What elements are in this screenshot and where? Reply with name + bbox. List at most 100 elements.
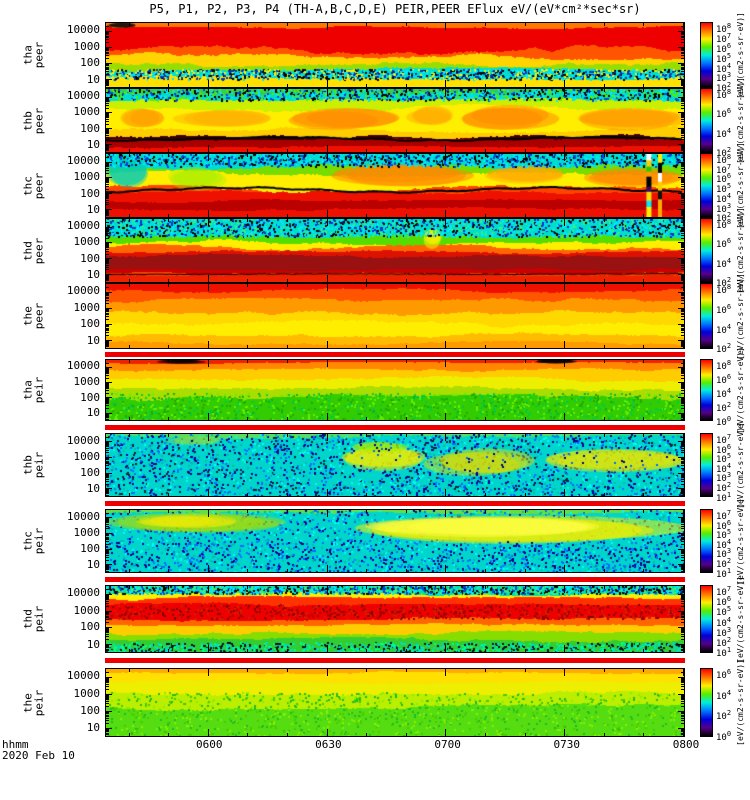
y-tick-label: 10 xyxy=(0,722,100,734)
y-tick-label: 10000 xyxy=(0,90,100,102)
colorbar-tick-label: 108 xyxy=(716,283,731,296)
y-tick-label: 10 xyxy=(0,335,100,347)
y-tick-label: 10000 xyxy=(0,587,100,599)
y-tick-label: 1000 xyxy=(0,236,100,248)
panel-axis-ticks xyxy=(106,154,684,217)
colorbar-tick-label: 100 xyxy=(716,415,731,428)
panel-separator xyxy=(105,425,685,430)
colorbar-the-peer xyxy=(700,283,713,349)
colorbar-tick-label: 106 xyxy=(716,303,731,316)
spectrogram-panel-tha-peer xyxy=(105,22,685,88)
colorbar-tick-label: 104 xyxy=(716,387,731,400)
colorbar-units-label: [eV/(cm2-s-sr-eV)] xyxy=(733,433,747,497)
y-tick-label: 1000 xyxy=(0,688,100,700)
y-tick-label: 100 xyxy=(0,392,100,404)
colorbar-thd-peir xyxy=(700,585,713,653)
colorbar-units-text: [eV/(cm2-s-sr-eV)] xyxy=(736,498,745,585)
y-tick-label: 100 xyxy=(0,253,100,265)
x-axis-tick-label: 0700 xyxy=(433,739,463,750)
y-tick-label: 100 xyxy=(0,57,100,69)
themis-multi-panel-spectrogram: P5, P1, P2, P3, P4 (TH-A,B,C,D,E) PEIR,P… xyxy=(0,0,750,800)
x-axis-tick-label: 0800 xyxy=(671,739,701,750)
panel-axis-ticks xyxy=(106,360,684,420)
y-tick-label: 10 xyxy=(0,269,100,281)
colorbar-tick-label: 104 xyxy=(716,127,731,140)
colorbar-tick-label: 106 xyxy=(716,373,731,386)
colorbar-tick-label: 102 xyxy=(716,709,731,722)
colorbar-tha-peir xyxy=(700,359,713,421)
y-tick-label: 10 xyxy=(0,407,100,419)
colorbar-units-label: [eV/(cm2-s-sr-eV)] xyxy=(733,585,747,653)
panel-axis-ticks xyxy=(106,510,684,572)
colorbar-units-label: [eV/(cm2-s-sr-eV)] xyxy=(733,668,747,737)
colorbar-tick-label: 101 xyxy=(716,646,731,659)
y-tick-label: 100 xyxy=(0,188,100,200)
colorbar-units-label: [eV/(cm2-s-sr-eV)] xyxy=(733,359,747,421)
y-tick-label: 100 xyxy=(0,123,100,135)
y-tick-label: 10000 xyxy=(0,670,100,682)
x-axis-tick-label: 0630 xyxy=(313,739,343,750)
y-tick-label: 10 xyxy=(0,74,100,86)
colorbar-tick-label: 101 xyxy=(716,491,731,504)
colorbar-thc-peer xyxy=(700,153,713,218)
y-tick-label: 1000 xyxy=(0,605,100,617)
y-tick-label: 10 xyxy=(0,639,100,651)
x-axis-tick-label: 0730 xyxy=(552,739,582,750)
panel-axis-ticks xyxy=(106,284,684,348)
y-tick-label: 100 xyxy=(0,621,100,633)
y-tick-label: 1000 xyxy=(0,106,100,118)
colorbar-thb-peir xyxy=(700,433,713,497)
colorbar-thc-peir xyxy=(700,509,713,573)
colorbar-units-label: [eV/(cm2-s-sr-eV)] xyxy=(733,509,747,573)
spectrogram-panel-thd-peer xyxy=(105,218,685,283)
y-tick-label: 100 xyxy=(0,543,100,555)
spectrogram-panel-the-peer xyxy=(105,283,685,349)
y-tick-label: 10000 xyxy=(0,511,100,523)
panel-separator xyxy=(105,352,685,357)
y-tick-label: 1000 xyxy=(0,171,100,183)
y-tick-label: 1000 xyxy=(0,302,100,314)
colorbar-tick-label: 104 xyxy=(716,323,731,336)
colorbar-tick-label: 102 xyxy=(716,342,731,355)
colorbar-tick-label: 104 xyxy=(716,689,731,702)
colorbar-tha-peer xyxy=(700,22,713,88)
colorbar-units-text: [eV/(cm2-s-sr-eV)] xyxy=(736,576,745,663)
colorbar-tick-label: 108 xyxy=(716,218,731,231)
colorbar-tick-label: 101 xyxy=(716,567,731,580)
y-tick-label: 10 xyxy=(0,139,100,151)
y-tick-label: 10 xyxy=(0,204,100,216)
colorbar-tick-label: 106 xyxy=(716,668,731,681)
y-tick-label: 10000 xyxy=(0,155,100,167)
panel-separator xyxy=(105,501,685,506)
y-tick-label: 10000 xyxy=(0,220,100,232)
y-tick-label: 1000 xyxy=(0,41,100,53)
spectrogram-panel-thb-peer xyxy=(105,88,685,153)
colorbar-tick-label: 106 xyxy=(716,107,731,120)
panel-axis-ticks xyxy=(106,434,684,496)
colorbar-units-text: [eV/(cm2-s-sr-eV)] xyxy=(736,347,745,434)
spectrogram-panel-thc-peer xyxy=(105,153,685,218)
panel-axis-ticks xyxy=(106,89,684,152)
colorbar-thd-peer xyxy=(700,218,713,283)
y-tick-label: 10 xyxy=(0,483,100,495)
panel-separator xyxy=(105,658,685,663)
y-tick-label: 1000 xyxy=(0,376,100,388)
colorbar-tick-label: 106 xyxy=(716,237,731,250)
x-axis-tick-label: 0600 xyxy=(194,739,224,750)
colorbar-tick-label: 108 xyxy=(716,359,731,372)
spectrogram-panel-the-peir xyxy=(105,668,685,737)
colorbar-the-peir xyxy=(700,668,713,737)
y-tick-label: 100 xyxy=(0,467,100,479)
y-tick-label: 10000 xyxy=(0,285,100,297)
spectrogram-panel-tha-peir xyxy=(105,359,685,421)
colorbar-tick-label: 104 xyxy=(716,257,731,270)
panel-axis-ticks xyxy=(106,23,684,87)
y-tick-label: 10000 xyxy=(0,24,100,36)
panel-separator xyxy=(105,577,685,582)
colorbar-units-text: [eV/(cm2-s-sr-eV)] xyxy=(736,422,745,509)
colorbar-tick-label: 102 xyxy=(716,401,731,414)
colorbar-tick-label: 100 xyxy=(716,730,731,743)
panel-axis-ticks xyxy=(106,586,684,652)
colorbar-thb-peer xyxy=(700,88,713,153)
y-tick-label: 1000 xyxy=(0,527,100,539)
